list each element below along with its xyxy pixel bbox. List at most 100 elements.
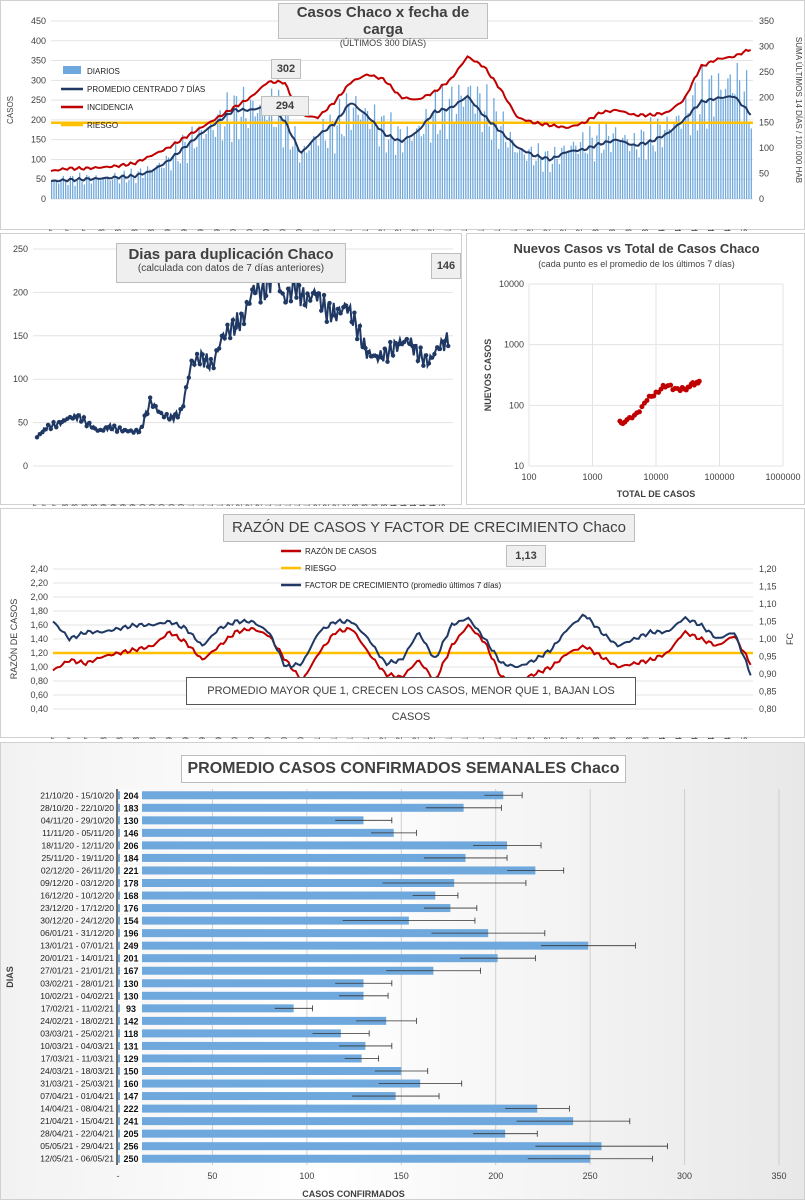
chart1-daily-bar xyxy=(153,168,156,199)
chart1-daily-bar xyxy=(507,147,509,199)
chart1-daily-bar xyxy=(397,126,399,199)
chart4-ylabel: RAZÓN DE CASOS xyxy=(9,599,19,680)
chart2-y-tick: 100 xyxy=(13,374,28,384)
chart1-daily-bar xyxy=(493,98,495,199)
chart1-y2-tick: 200 xyxy=(759,92,774,102)
chart5-value-bg xyxy=(120,1115,142,1127)
chart1-daily-bar xyxy=(387,139,390,199)
chart1-daily-bar xyxy=(411,140,413,199)
chart5-value-label: 250 xyxy=(123,1154,138,1164)
chart5-bar xyxy=(118,866,536,875)
chart1-daily-bar xyxy=(362,113,364,199)
chart5-value-bg xyxy=(120,1140,142,1152)
chart4-x-tick: 2/10 xyxy=(231,736,240,739)
chart5-value-label: 118 xyxy=(124,1029,139,1039)
chart1-daily-bar xyxy=(268,98,270,199)
chart4-x-tick: 15/1 xyxy=(477,736,486,739)
chart1-daily-bar xyxy=(205,133,207,199)
chart2-point xyxy=(54,425,59,430)
chart1-daily-bar xyxy=(217,114,219,199)
chart1-daily-bar xyxy=(462,106,465,199)
chart3-point xyxy=(675,386,681,392)
chart3-point xyxy=(695,380,701,386)
chart5-value-bg xyxy=(120,814,142,826)
chart2-x-tick: 13/11 xyxy=(196,503,205,506)
chart1-daily-bar xyxy=(62,176,64,199)
chart1-daily-bar xyxy=(67,185,69,199)
chart2-x-tick: 26/3 xyxy=(380,503,389,506)
chart1-daily-bar xyxy=(151,171,153,199)
chart1-daily-bar xyxy=(118,183,121,199)
chart1-y2-tick: 50 xyxy=(759,169,769,179)
chart1-x-tick: 30/10 xyxy=(295,228,304,231)
chart1-daily-bar xyxy=(334,153,336,199)
chart5-category-label: 21/10/20 - 15/10/20 xyxy=(40,790,114,800)
chart5-value-bg xyxy=(120,940,142,952)
chart4-legend-label: RIESGO xyxy=(305,564,336,573)
chart5-bar xyxy=(118,966,434,975)
chart2-x-tick: 23/10 xyxy=(167,503,176,506)
chart5-bar xyxy=(118,891,436,900)
chart2-point xyxy=(366,349,371,355)
chart5-category-label: 14/04/21 - 08/04/21 xyxy=(40,1104,114,1114)
chart1-daily-bar xyxy=(114,172,116,199)
chart2-point xyxy=(175,415,180,420)
chart1-daily-bar xyxy=(495,111,497,199)
chart3-point xyxy=(660,382,666,388)
chart1-daily-bar xyxy=(554,146,556,199)
chart5-value-label: 204 xyxy=(123,791,138,801)
chart2-point xyxy=(222,336,227,341)
chart4-y-tick: 1,40 xyxy=(30,634,48,644)
chart1-daily-bar xyxy=(378,146,380,199)
chart1-legend-label: DIARIOS xyxy=(87,67,120,76)
chart3-y-tick: 10 xyxy=(514,461,524,471)
chart5-bar xyxy=(118,929,489,938)
chart1-daily-bar xyxy=(364,108,366,199)
chart2-x-tick: 11/12 xyxy=(235,503,244,506)
chart1-daily-bar xyxy=(233,95,235,199)
chart4-razon-line xyxy=(52,623,752,683)
chart1-daily-bar xyxy=(738,80,741,199)
chart5-value-bg xyxy=(120,827,142,839)
chart1-daily-bar xyxy=(558,164,561,199)
chart5-category-label: 17/02/21 - 11/02/21 xyxy=(41,1003,114,1013)
chart1-x-tick: 12/2 xyxy=(542,228,551,231)
chart1-daily-bar xyxy=(224,126,226,199)
chart4-x-tick: 12/2 xyxy=(543,736,552,739)
chart5-value-bg xyxy=(120,915,142,927)
chart2-point xyxy=(164,411,169,417)
chart2-point xyxy=(429,355,434,360)
chart2-point xyxy=(388,339,393,345)
chart1-y2-tick: 350 xyxy=(759,16,774,26)
chart1-y-tick: 400 xyxy=(31,36,46,46)
chart2-point xyxy=(379,355,385,360)
chart1-x-tick: 22/1 xyxy=(493,228,502,231)
chart4-y2-tick: 1,00 xyxy=(759,634,777,644)
chart2-point xyxy=(101,428,106,433)
chart5-category-label: 05/05/21 - 29/04/21 xyxy=(40,1141,114,1151)
chart1-daily-bar xyxy=(97,178,100,199)
chart1-x-tick: 25/9 xyxy=(213,228,222,231)
chart5-value-bg xyxy=(120,839,142,851)
chart2-x-tick: 17/7 xyxy=(32,503,41,506)
chart5-x-tick: 100 xyxy=(299,1171,314,1181)
chart5-value-label: 256 xyxy=(123,1142,138,1152)
chart1-x-tick: 28/8 xyxy=(147,228,156,231)
chart5-bar xyxy=(118,954,498,963)
chart1-daily-bar xyxy=(341,134,343,199)
chart1-daily-bar xyxy=(582,132,584,199)
chart5-category-label: 03/02/21 - 28/01/21 xyxy=(40,978,114,988)
chart3-point xyxy=(631,412,637,418)
chart4-title: RAZÓN DE CASOS Y FACTOR DE CRECIMIENTO C… xyxy=(232,519,626,536)
chart2-point xyxy=(230,317,236,323)
chart2-x-tick: 11/9 xyxy=(109,503,118,506)
chart5-bar xyxy=(118,1117,574,1126)
chart4-y-tick: 0,40 xyxy=(30,704,48,714)
chart1-daily-bar xyxy=(425,108,427,199)
chart2-x-tick: 18/9 xyxy=(119,503,128,506)
chart1-daily-bar xyxy=(359,119,362,199)
chart1-x-tick: 19/2 xyxy=(559,228,568,231)
chart1-daily-bar xyxy=(399,129,401,199)
chart5-value-bg xyxy=(120,1052,142,1064)
chart1-daily-bar xyxy=(598,122,600,199)
